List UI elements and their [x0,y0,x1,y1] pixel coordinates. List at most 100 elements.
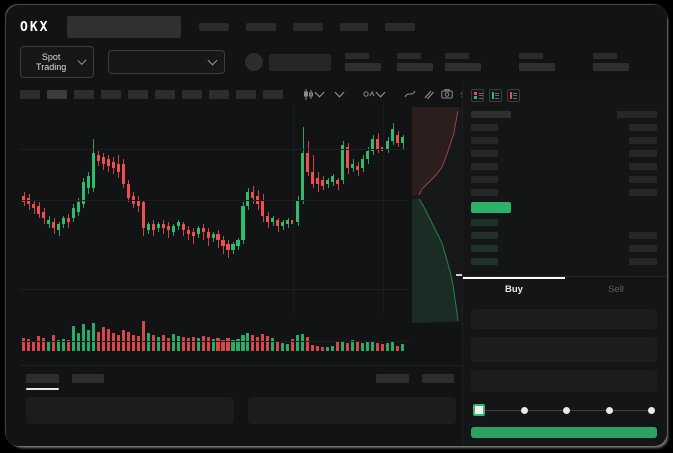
nav-item-skeleton[interactable] [246,23,277,31]
orders-action[interactable] [376,374,409,383]
volume-bar [196,338,200,351]
volume-bar [176,336,180,351]
chart-toolbar [20,83,489,105]
ask-row[interactable] [471,186,657,199]
volume-bar [311,345,315,351]
timeframe-chip-skeleton[interactable] [209,89,229,99]
volume-bar [86,330,90,351]
candle [86,175,90,188]
candle [51,222,55,229]
bid-price-skeleton [471,245,498,252]
ask-row[interactable] [471,121,657,134]
book-bids-icon[interactable] [489,89,502,102]
ask-price-skeleton [471,189,498,196]
orders-tab[interactable] [72,374,104,383]
ask-row[interactable] [471,134,657,147]
nav-item-skeleton[interactable] [293,23,324,31]
book-all-icon[interactable] [471,89,484,102]
candle [311,171,315,184]
trade-side-tabs: Buy Sell [463,276,667,300]
order-book[interactable] [471,108,657,268]
volume-bar [26,339,31,351]
volume-layer [22,321,406,351]
volume-bar [391,342,395,351]
order-history-panel[interactable] [248,397,456,424]
bid-row[interactable] [471,216,657,229]
sell-tab[interactable]: Sell [608,284,624,295]
ask-row[interactable] [471,173,657,186]
last-price-badge[interactable] [471,202,511,213]
slider-stop[interactable] [648,406,655,414]
buy-tab[interactable]: Buy [463,277,565,300]
volume-bar [266,336,270,351]
timeframe-chip-skeleton[interactable] [20,89,40,99]
orders-action[interactable] [422,374,454,383]
orders-tabs-row [26,374,456,390]
timeframe-chip-skeleton[interactable] [182,89,202,99]
timeframe-chip-skeleton[interactable] [101,89,121,99]
candle [351,163,355,168]
amount-field[interactable] [471,337,657,362]
candle [171,226,175,233]
candlestick-chart[interactable] [20,105,410,361]
bid-amount-skeleton [629,219,657,226]
price-field[interactable] [471,309,657,329]
timeframe-chip-skeleton[interactable] [74,89,94,99]
bid-row[interactable] [471,242,657,255]
slider-handle[interactable] [473,404,485,416]
okx-logo[interactable]: OKX [20,19,50,35]
stat-label-skeleton [345,53,370,59]
indicator-icon[interactable] [363,87,386,99]
ask-row[interactable] [471,160,657,173]
buy-submit-button[interactable] [471,427,657,438]
volume-bar [271,337,275,351]
ticker-stat-skeleton [519,53,556,71]
chart-gridline [20,340,410,342]
depth-sidebar[interactable] [412,107,462,323]
candle [101,157,105,164]
slider-stop[interactable] [520,406,528,414]
volume-bar [106,328,110,351]
timeframe-chip-skeleton[interactable] [155,89,175,99]
timeframe-chip-skeleton[interactable] [47,89,67,99]
total-field[interactable] [471,370,657,392]
volume-bar [366,342,370,351]
candle [206,232,210,239]
bid-row[interactable] [471,229,657,242]
volume-bar [81,324,85,351]
timeframe-chip-skeleton[interactable] [236,89,256,99]
bid-row[interactable] [471,255,657,268]
candle-wick [203,224,205,241]
trend-line-icon[interactable] [404,89,416,99]
camera-icon[interactable] [441,89,453,99]
orders-tab-active[interactable] [26,374,59,390]
nav-item-skeleton[interactable] [340,23,369,31]
timeframe-chip-skeleton[interactable] [128,89,148,99]
candle [271,218,275,223]
book-asks-icon[interactable] [507,89,520,102]
parallel-lines-icon[interactable] [423,89,434,100]
pair-selector-dropdown[interactable] [108,50,226,74]
candle [346,147,350,168]
open-orders-panel[interactable] [26,397,234,424]
slider-stop[interactable] [605,406,613,414]
bid-amount-skeleton [629,245,657,252]
candle [151,224,155,231]
nav-item-skeleton[interactable] [385,23,416,31]
candle [371,139,375,152]
price-header-skeleton [471,111,511,118]
nav-search-skeleton[interactable] [67,16,182,38]
amount-slider[interactable] [473,404,655,416]
candle [261,199,265,217]
chevron-down-icon [77,55,88,66]
volume-bar [226,338,230,351]
volume-bar [116,334,120,351]
candlestick-type-icon[interactable] [303,87,325,100]
slider-stop[interactable] [563,406,570,414]
nav-item-skeleton[interactable] [199,23,230,31]
timeframe-chip-skeleton[interactable] [263,89,283,99]
overlay-selector[interactable] [334,87,345,98]
volume-bar [151,334,155,351]
market-type-selector[interactable]: Spot Trading [20,46,95,78]
ask-row[interactable] [471,147,657,160]
